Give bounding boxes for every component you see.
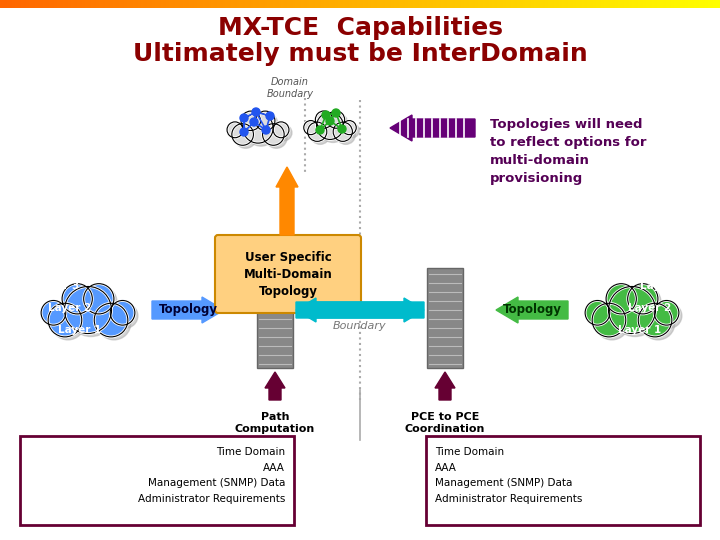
FancyBboxPatch shape xyxy=(215,235,361,313)
Circle shape xyxy=(322,111,330,119)
Circle shape xyxy=(310,125,330,144)
Text: Path
Computation: Path Computation xyxy=(235,412,315,434)
Circle shape xyxy=(243,113,273,143)
Text: Ultimately must be InterDomain: Ultimately must be InterDomain xyxy=(132,42,588,66)
Circle shape xyxy=(307,124,321,138)
Circle shape xyxy=(316,126,324,134)
Circle shape xyxy=(345,124,359,138)
FancyArrow shape xyxy=(435,372,455,400)
Text: Topology: Topology xyxy=(503,303,562,316)
Circle shape xyxy=(595,306,629,340)
Circle shape xyxy=(246,116,276,146)
FancyBboxPatch shape xyxy=(20,436,294,525)
Circle shape xyxy=(333,122,352,141)
Circle shape xyxy=(110,300,135,325)
Circle shape xyxy=(65,287,112,334)
Text: Time Domain
AAA
Management (SNMP) Data
Administrator Requirements: Time Domain AAA Management (SNMP) Data A… xyxy=(435,447,582,504)
Circle shape xyxy=(588,303,613,328)
Text: Layer 3: Layer 3 xyxy=(37,281,80,291)
Circle shape xyxy=(97,306,131,340)
Circle shape xyxy=(304,120,318,134)
FancyArrow shape xyxy=(152,297,224,323)
FancyBboxPatch shape xyxy=(426,436,700,525)
Bar xyxy=(257,268,293,368)
Circle shape xyxy=(266,112,274,120)
Text: Domain
Boundary: Domain Boundary xyxy=(333,309,387,331)
Circle shape xyxy=(240,128,248,136)
Circle shape xyxy=(592,303,626,337)
Text: Topologies will need
to reflect options for
multi-domain
provisioning: Topologies will need to reflect options … xyxy=(490,118,647,185)
Circle shape xyxy=(638,303,672,337)
Circle shape xyxy=(65,287,95,317)
Circle shape xyxy=(631,287,661,317)
Circle shape xyxy=(266,127,287,148)
FancyArrow shape xyxy=(296,298,424,322)
Circle shape xyxy=(68,289,114,336)
Circle shape xyxy=(585,300,610,325)
Circle shape xyxy=(41,300,66,325)
Circle shape xyxy=(654,300,679,325)
Circle shape xyxy=(235,127,256,148)
Circle shape xyxy=(628,284,658,314)
Circle shape xyxy=(315,111,333,128)
Circle shape xyxy=(258,114,278,133)
Circle shape xyxy=(232,124,253,145)
Text: MX-TCE  Capabilities: MX-TCE Capabilities xyxy=(217,16,503,40)
Circle shape xyxy=(84,284,114,314)
Circle shape xyxy=(263,124,284,145)
Text: Layer 3: Layer 3 xyxy=(640,281,683,291)
Circle shape xyxy=(657,303,682,328)
Circle shape xyxy=(262,126,270,134)
Circle shape xyxy=(330,114,348,131)
Circle shape xyxy=(241,111,261,131)
Circle shape xyxy=(338,125,346,133)
Circle shape xyxy=(642,306,675,340)
Circle shape xyxy=(244,114,264,133)
Text: Layer 2: Layer 2 xyxy=(629,303,672,313)
Circle shape xyxy=(86,287,117,317)
Text: Layer 1: Layer 1 xyxy=(618,325,662,335)
Circle shape xyxy=(256,111,275,131)
Circle shape xyxy=(611,289,659,336)
Circle shape xyxy=(48,303,82,337)
Circle shape xyxy=(307,122,327,141)
Text: User Specific
Multi-Domain
Topology: User Specific Multi-Domain Topology xyxy=(243,251,333,298)
FancyArrow shape xyxy=(296,298,424,322)
Bar xyxy=(427,268,463,368)
Circle shape xyxy=(326,117,334,125)
Circle shape xyxy=(332,109,340,117)
Circle shape xyxy=(250,118,258,126)
Circle shape xyxy=(94,303,128,337)
Circle shape xyxy=(113,303,138,328)
Text: Topology: Topology xyxy=(158,303,217,316)
Circle shape xyxy=(609,287,639,317)
Circle shape xyxy=(317,112,343,139)
FancyArrow shape xyxy=(496,297,568,323)
FancyArrow shape xyxy=(265,372,285,400)
Circle shape xyxy=(273,122,289,138)
Circle shape xyxy=(62,284,92,314)
Circle shape xyxy=(318,114,336,131)
Text: Time Domain
AAA
Management (SNMP) Data
Administrator Requirements: Time Domain AAA Management (SNMP) Data A… xyxy=(138,447,285,504)
Circle shape xyxy=(276,125,292,141)
Circle shape xyxy=(336,125,356,144)
Circle shape xyxy=(608,287,655,334)
Circle shape xyxy=(44,303,68,328)
Text: Layer 1: Layer 1 xyxy=(58,325,102,335)
Circle shape xyxy=(342,120,356,134)
Circle shape xyxy=(240,114,248,122)
Text: PCE to PCE
Coordination: PCE to PCE Coordination xyxy=(405,412,485,434)
Circle shape xyxy=(227,122,243,138)
FancyArrow shape xyxy=(276,167,298,235)
Circle shape xyxy=(328,111,345,128)
Circle shape xyxy=(606,284,636,314)
Text: Layer 2: Layer 2 xyxy=(48,303,91,313)
Circle shape xyxy=(320,116,346,143)
FancyArrow shape xyxy=(390,115,475,141)
Text: Domain
Boundary: Domain Boundary xyxy=(266,77,313,99)
Circle shape xyxy=(252,108,260,116)
Circle shape xyxy=(51,306,85,340)
Circle shape xyxy=(230,125,246,141)
